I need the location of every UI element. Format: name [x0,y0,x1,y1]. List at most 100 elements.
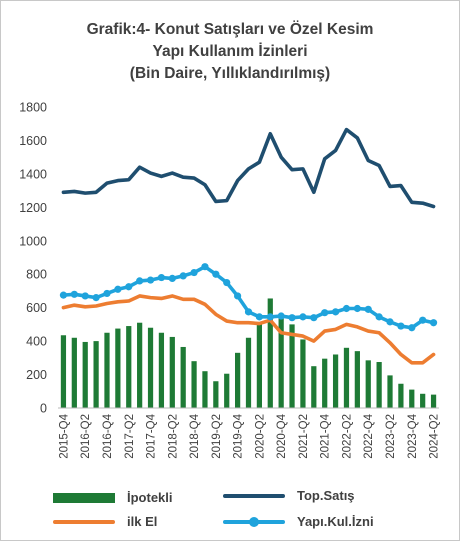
x-tick-label: 2017-Q2 [124,414,136,459]
series-lines [59,127,438,365]
point-yapi-kul [157,273,166,282]
bar-ipotekli [430,394,437,408]
point-yapi-kul [244,308,253,316]
point-yapi-kul [386,318,394,326]
y-tick-label: 1600 [19,134,47,148]
point-yapi-kul [223,278,231,287]
x-tick-label: 2016-Q4 [102,413,114,458]
bar-ipotekli [322,358,328,408]
bar-ipotekli [191,361,197,408]
x-tick-label: 2019-Q2 [211,414,223,459]
y-tick-label: 0 [40,402,47,416]
x-tick-label: 2016-Q2 [80,414,92,459]
ipotekli-bars [60,298,437,408]
y-axis-ticks: 0 200 400 600 800 1000 1200 1400 1600 1800 [19,101,47,416]
bar-ipotekli [158,332,165,408]
point-yapi-kul [310,314,318,322]
bar-ipotekli [235,352,241,408]
point-yapi-kul [92,294,100,302]
y-tick-label: 1200 [19,201,47,215]
bar-ipotekli [104,332,110,408]
bar-ipotekli [60,335,67,408]
bar-ipotekli [398,383,404,408]
chart-title-line-1: Grafik:4- Konut Satışları ve Özel Kesim [86,21,374,38]
point-yapi-kul [342,304,351,313]
point-yapi-kul [114,285,122,293]
point-yapi-kul [125,283,133,291]
y-tick-label: 600 [26,301,47,315]
bar-ipotekli [137,322,143,408]
x-tick-label: 2015-Q4 [58,413,70,458]
bar-ipotekli [147,327,154,408]
point-yapi-kul [168,274,176,283]
point-yapi-kul [201,263,209,271]
bar-ipotekli [267,298,273,408]
bar-ipotekli [420,393,426,408]
point-yapi-kul [375,313,383,321]
chart-title: Grafik:4- Konut Satışları ve Özel Kesim … [1,19,459,85]
point-yapi-kul [408,324,416,332]
point-yapi-kul [397,322,405,330]
line-top-satis [61,127,436,209]
x-tick-label: 2024-Q2 [429,414,441,459]
x-tick-label: 2022-Q4 [363,413,375,458]
bar-ipotekli [289,324,295,408]
y-tick-label: 1000 [19,234,47,248]
point-yapi-kul [353,304,361,313]
bar-ipotekli [365,360,371,408]
bar-ipotekli [224,373,230,408]
point-yapi-kul [212,270,220,278]
point-yapi-kul [429,319,438,327]
point-yapi-kul [146,276,155,284]
point-yapi-kul [136,277,144,285]
point-yapi-kul [179,272,187,280]
point-yapi-kul [70,290,78,298]
x-tick-label: 2018-Q4 [189,413,201,458]
bar-ipotekli [169,336,175,408]
point-yapi-kul [103,289,111,298]
y-tick-label: 800 [26,268,47,282]
bar-ipotekli [82,341,88,408]
x-tick-label: 2019-Q4 [233,413,245,458]
bar-ipotekli [354,351,360,408]
bar-ipotekli [256,324,262,408]
bar-ipotekli [343,347,350,408]
point-yapi-kul [59,291,68,299]
y-tick-label: 1400 [19,167,47,181]
bar-ipotekli [71,337,77,408]
x-tick-label: 2022-Q2 [341,414,353,459]
x-tick-label: 2023-Q4 [407,413,419,458]
point-yapi-kul [331,308,340,316]
x-tick-label: 2023-Q2 [385,414,397,459]
y-tick-label: 200 [26,368,47,382]
x-axis-ticks: 2015-Q4 2016-Q2 2016-Q4 2017-Q2 2017-Q4 2018-… [58,413,440,458]
point-yapi-kul [419,316,427,324]
point-yapi-kul [321,309,329,317]
chart-title-line-3: (Bin Daire, Yıllıklandırılmış) [129,65,331,82]
x-tick-label: 2020-Q2 [254,414,266,459]
bar-ipotekli [376,362,382,408]
bar-ipotekli [93,341,99,408]
x-tick-label: 2017-Q4 [146,413,158,458]
bar-ipotekli [311,366,317,408]
x-tick-label: 2018-Q2 [167,414,179,459]
point-yapi-kul [266,313,274,321]
y-tick-label: 400 [26,335,47,349]
y-tick-label: 1800 [19,101,47,115]
x-tick-label: 2021-Q4 [320,413,332,458]
bar-ipotekli [115,328,121,408]
line-ilk-el [61,294,436,365]
bar-ipotekli [387,375,393,408]
point-yapi-kul [81,292,89,300]
x-tick-label: 2021-Q2 [298,414,310,459]
point-yapi-kul [364,305,372,313]
x-tick-label: 2020-Q4 [276,413,288,458]
bar-ipotekli [332,354,339,408]
bar-ipotekli [126,326,132,408]
bar-ipotekli [278,314,284,408]
point-yapi-kul [277,312,285,320]
point-yapi-kul [255,313,263,321]
point-yapi-kul [234,292,242,300]
